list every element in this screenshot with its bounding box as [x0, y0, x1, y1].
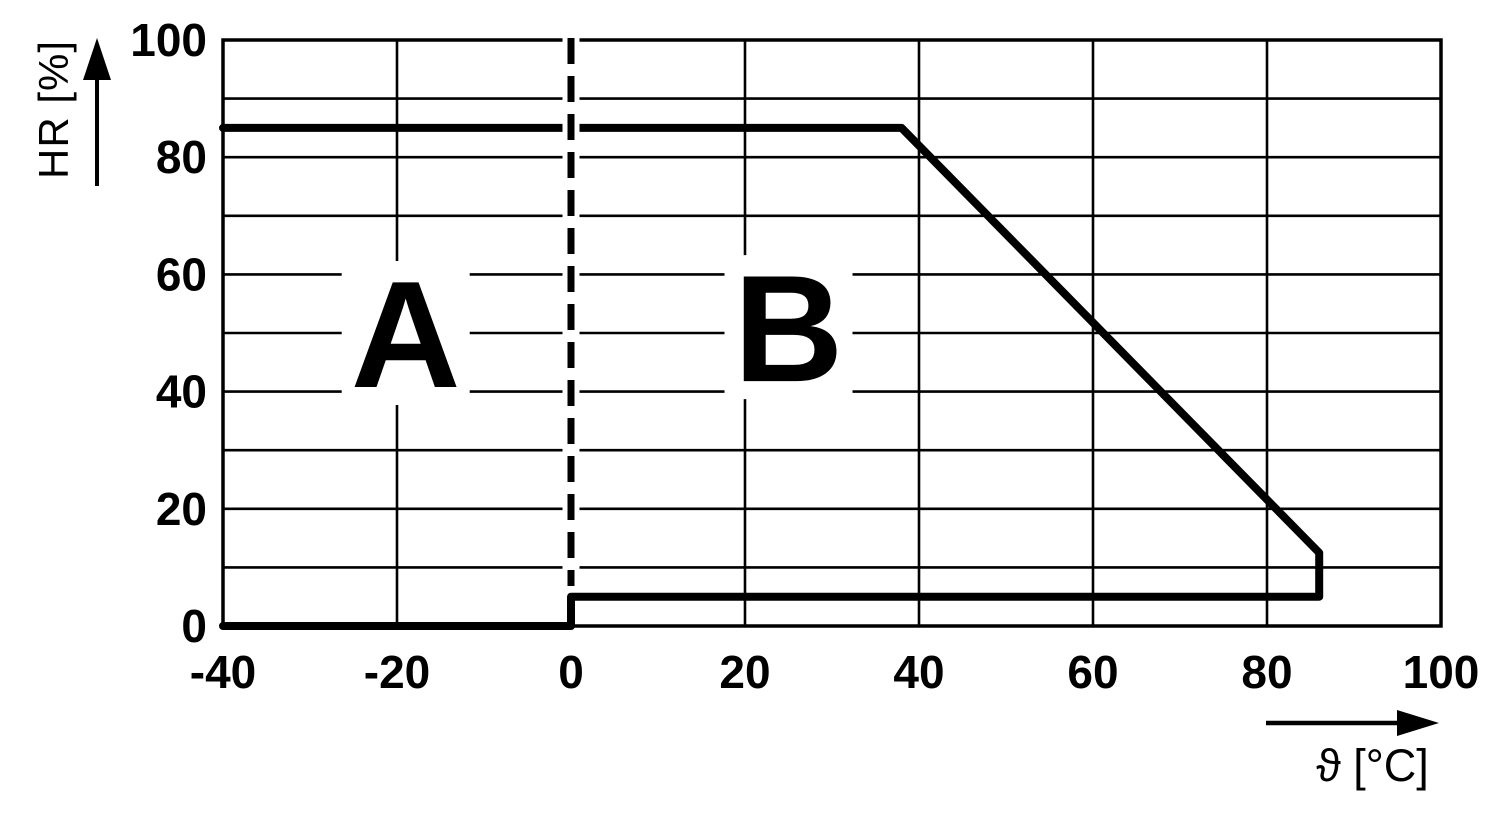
right-arrow-icon	[1266, 710, 1439, 736]
humidity-envelope-line	[219, 123, 1324, 630]
zone-label: B	[734, 244, 844, 414]
x-tick-label: 60	[1067, 646, 1118, 698]
x-axis-title: ϑ [°C]	[1316, 740, 1429, 791]
y-tick-label: 0	[181, 600, 207, 652]
up-arrow-icon	[83, 38, 111, 186]
zone-label: A	[351, 250, 461, 420]
y-tick-label: 80	[156, 131, 207, 183]
x-tick-label: 100	[1403, 646, 1480, 698]
y-tick-label: 20	[156, 483, 207, 535]
x-tick-label: 40	[893, 646, 944, 698]
y-tick-label: 60	[156, 248, 207, 300]
x-tick-label: 80	[1241, 646, 1292, 698]
x-tick-label: -40	[190, 646, 256, 698]
plot-border	[221, 38, 1443, 628]
x-tick-label: 0	[558, 646, 584, 698]
y-axis-title-text: HR [%]	[30, 40, 77, 180]
x-tick-label: 20	[719, 646, 770, 698]
y-tick-label: 40	[156, 366, 207, 418]
y-axis-title: HR [%]	[26, 28, 82, 192]
y-tick-label: 100	[130, 14, 207, 66]
zone-label-box	[724, 255, 853, 400]
x-tick-label: -20	[364, 646, 430, 698]
zone-label-box	[341, 261, 470, 405]
